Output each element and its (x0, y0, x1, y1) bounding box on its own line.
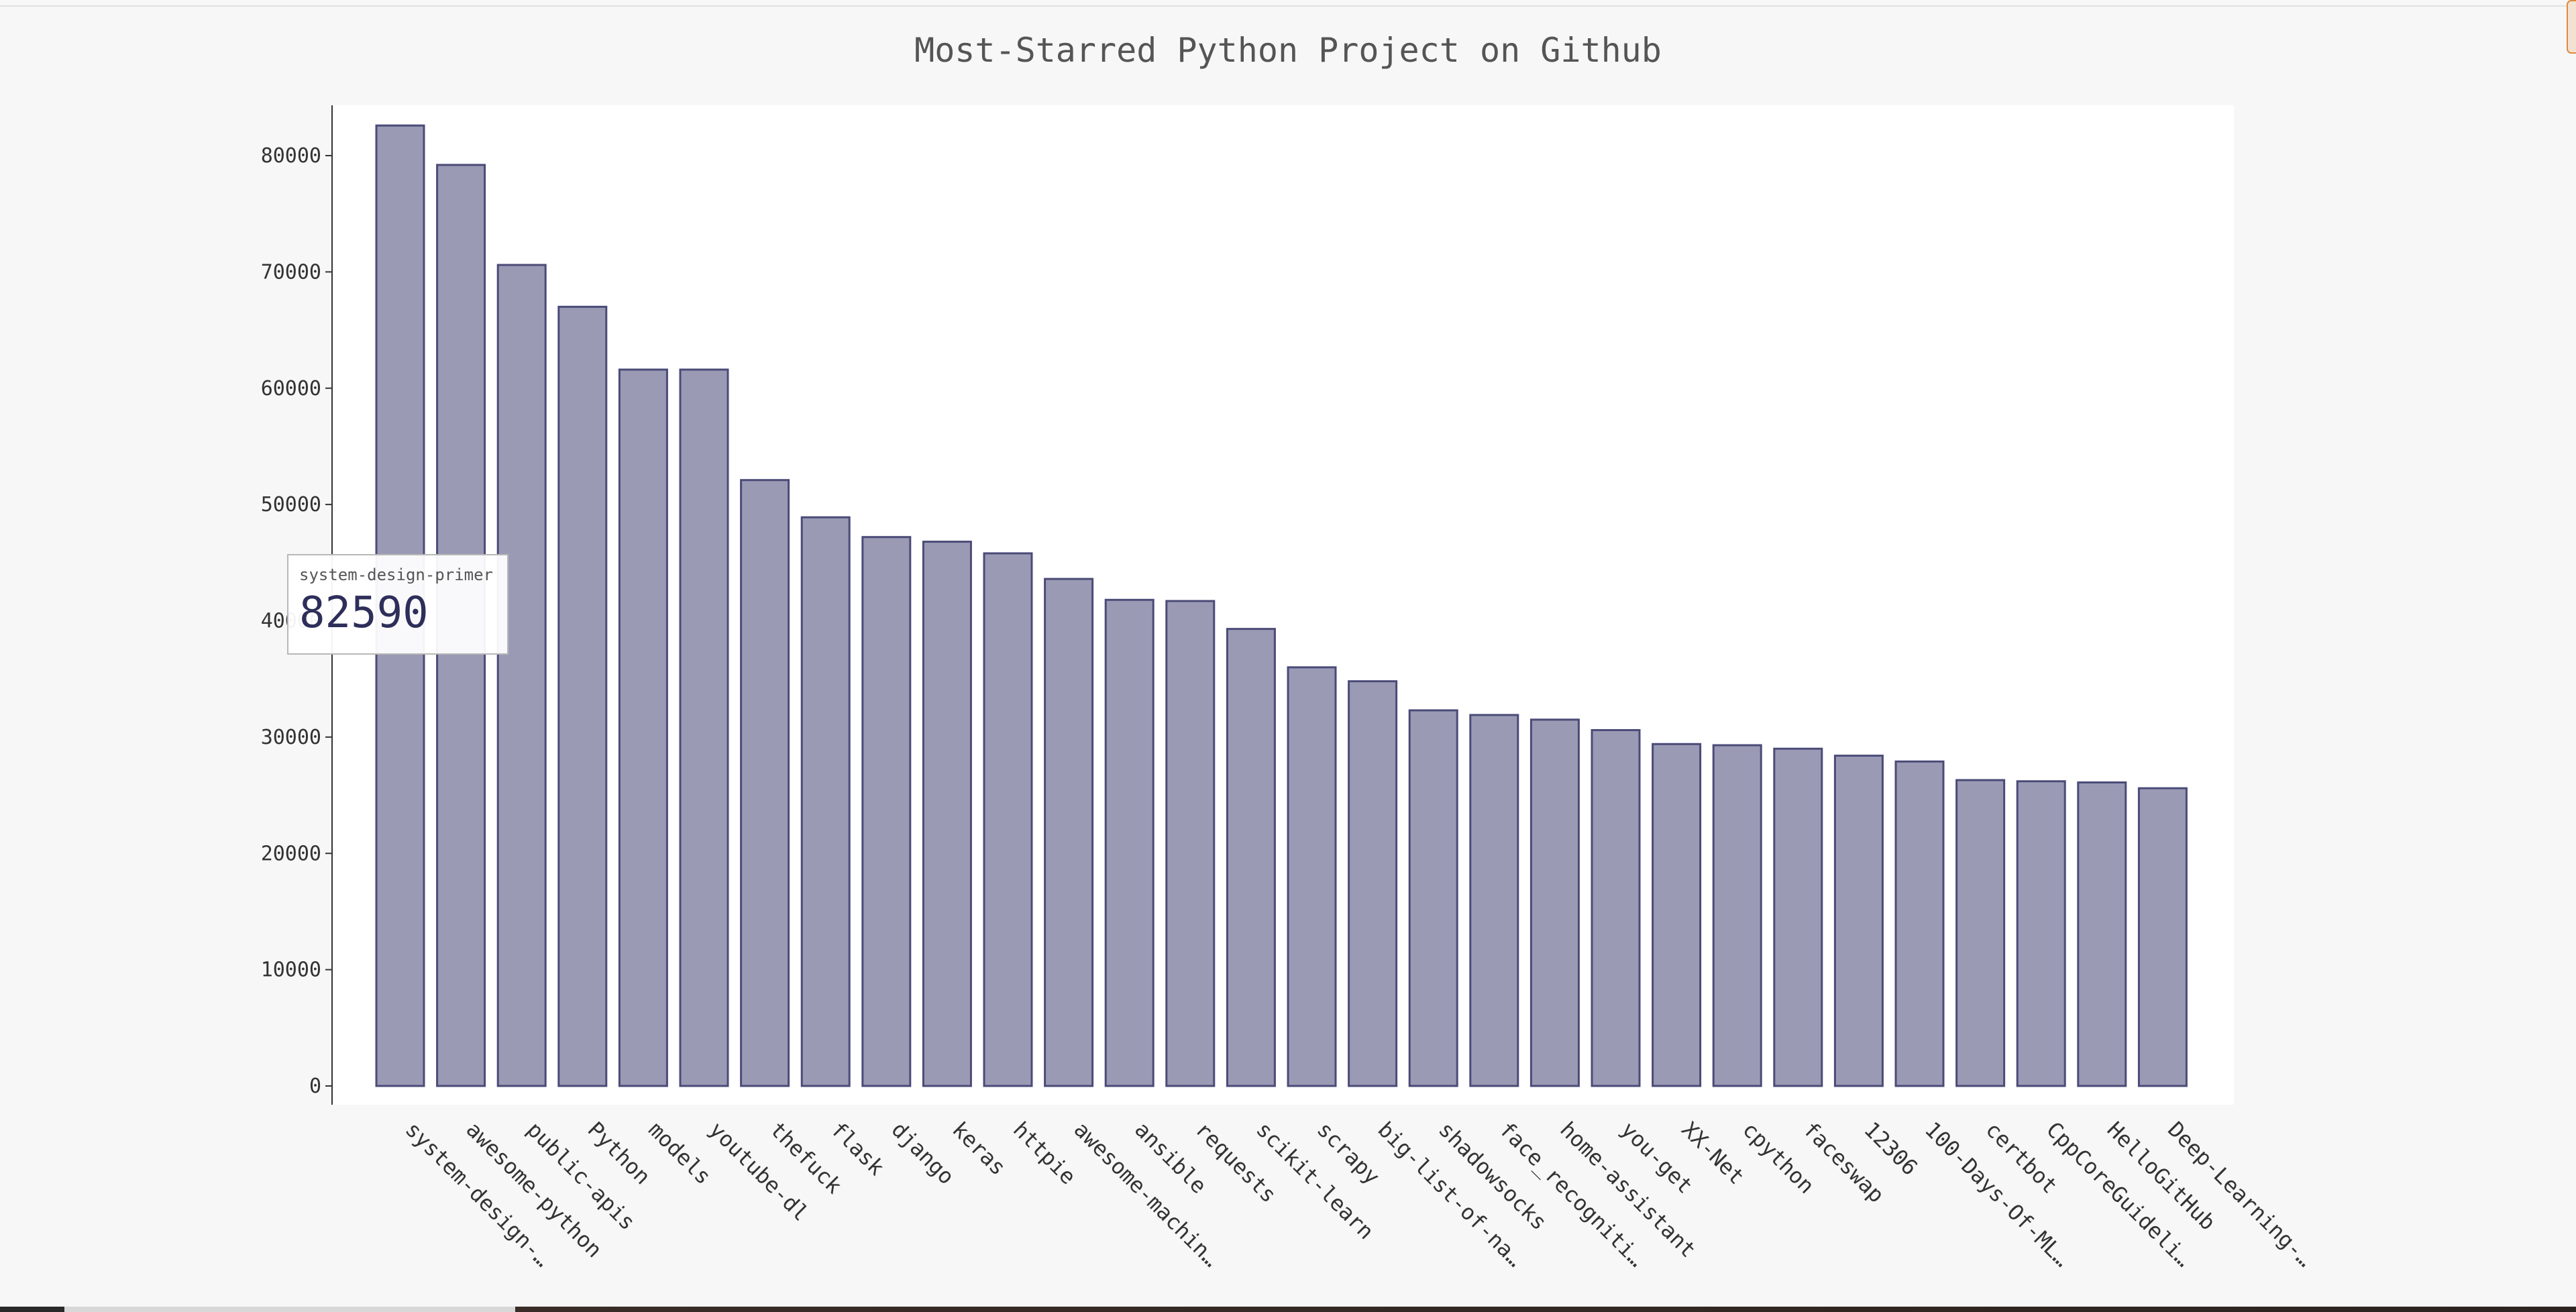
bars-group (375, 124, 2188, 1087)
y-tick-label: 50000 (261, 493, 321, 516)
bar[interactable] (1894, 760, 1945, 1087)
y-tick-label: 20000 (261, 842, 321, 865)
bar[interactable] (1712, 744, 1762, 1087)
bar[interactable] (1529, 718, 1580, 1087)
y-tick-label: 70000 (261, 260, 321, 284)
x-tick-label: httpie (1008, 1117, 1081, 1190)
bar[interactable] (1348, 680, 1398, 1087)
bar[interactable] (1833, 755, 1884, 1087)
bar[interactable] (1165, 600, 1216, 1087)
tooltip-value: 82590 (299, 588, 429, 638)
chart-title: Most-Starred Python Project on Github (914, 31, 1662, 70)
bar[interactable] (800, 516, 851, 1087)
x-tick-label: django (887, 1117, 960, 1190)
y-axis: 0100002000030000400005000060000700008000… (261, 105, 333, 1105)
y-tick-label: 0 (309, 1075, 321, 1098)
bar[interactable] (1591, 728, 1641, 1087)
bottom-bar (0, 1307, 2576, 1312)
bar[interactable] (740, 479, 790, 1087)
plot-area (332, 105, 2234, 1105)
bar[interactable] (1226, 628, 1276, 1087)
bar[interactable] (922, 541, 972, 1087)
bar[interactable] (618, 368, 668, 1087)
bar[interactable] (1044, 578, 1094, 1087)
top-divider (0, 5, 2576, 7)
x-tick-label: models (643, 1117, 716, 1190)
tooltip-label: system-design-primer (299, 565, 493, 584)
bar[interactable] (861, 536, 912, 1087)
y-tick-label: 80000 (261, 144, 321, 168)
y-tick-label: 60000 (261, 377, 321, 400)
bar[interactable] (1287, 666, 1337, 1087)
x-tick-label: public-apis (522, 1117, 641, 1236)
bar[interactable] (1652, 743, 1702, 1087)
bar[interactable] (1104, 598, 1155, 1087)
x-tick-label: HelloGitHub (2102, 1117, 2221, 1236)
bar[interactable] (1955, 779, 2006, 1087)
y-tick-label: 10000 (261, 959, 321, 982)
bar[interactable] (557, 305, 608, 1087)
bar[interactable] (679, 368, 729, 1087)
y-tick-label: 30000 (261, 726, 321, 749)
bar[interactable] (2137, 787, 2188, 1087)
bar[interactable] (1773, 747, 1823, 1087)
bar[interactable] (983, 552, 1033, 1087)
bar[interactable] (2077, 781, 2127, 1087)
value-tooltip: system-design-primer 82590 (287, 554, 508, 655)
bar[interactable] (1469, 714, 1519, 1087)
bar[interactable] (1408, 709, 1458, 1087)
bar[interactable] (2016, 780, 2066, 1087)
x-tick-label: shadowsocks (1434, 1117, 1552, 1236)
x-axis: system-design-…awesome-pythonpublic-apis… (400, 1117, 2318, 1272)
bar[interactable] (496, 264, 547, 1087)
scrollbar-handle[interactable] (2567, 0, 2576, 54)
